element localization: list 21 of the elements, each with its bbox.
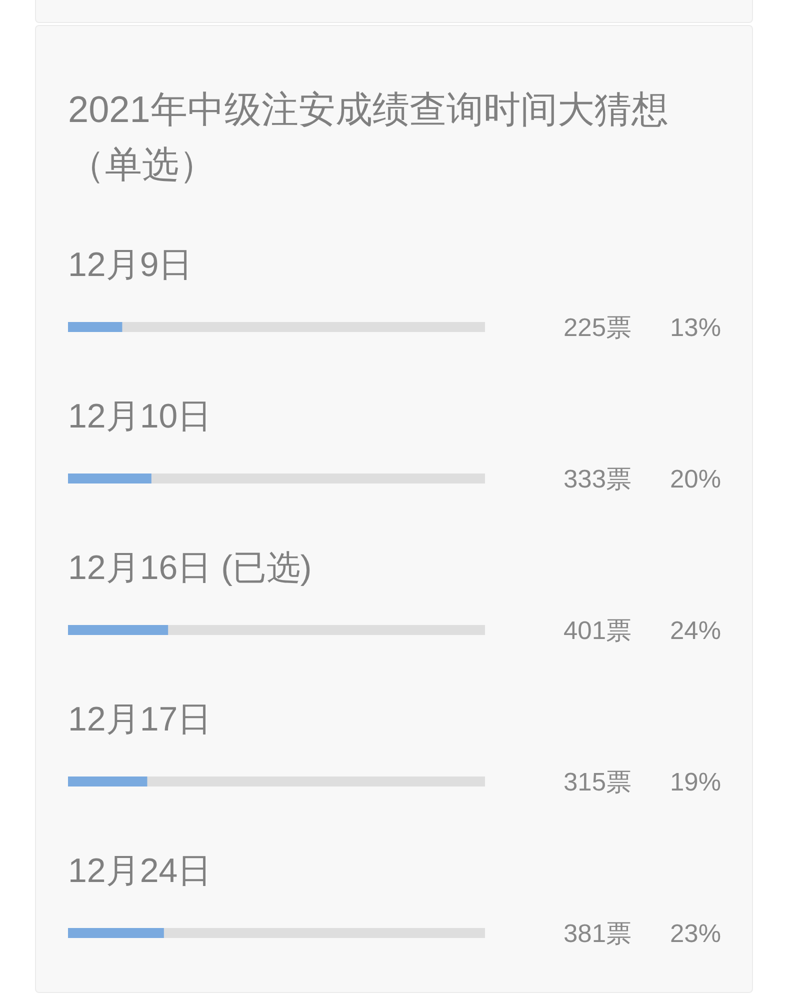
text: 401票 bbox=[563, 617, 632, 645]
data-label: 13% bbox=[670, 314, 721, 342]
data-label: 20% bbox=[670, 466, 721, 494]
bar bbox=[68, 928, 164, 938]
bar bbox=[68, 322, 122, 332]
y-tick-label: 12月24日 bbox=[68, 852, 212, 890]
text: 333票 bbox=[563, 466, 632, 494]
bar bbox=[68, 776, 148, 786]
text: 225票 bbox=[563, 314, 632, 342]
chart-title: 2021年中级注安成绩查询时间大猜想（单选） bbox=[68, 88, 670, 187]
text: 315票 bbox=[563, 768, 632, 796]
bar bbox=[68, 474, 152, 484]
data-label: 24% bbox=[670, 617, 721, 645]
data-label: 23% bbox=[670, 920, 721, 948]
y-tick-label: 12月10日 bbox=[68, 398, 212, 436]
y-tick-label: 12月16日 (已选) bbox=[68, 549, 312, 587]
bar bbox=[68, 625, 168, 635]
y-tick-label: 12月9日 bbox=[68, 246, 193, 284]
data-label: 19% bbox=[670, 768, 721, 796]
text: 381票 bbox=[563, 920, 632, 948]
y-tick-label: 12月17日 bbox=[68, 700, 212, 738]
